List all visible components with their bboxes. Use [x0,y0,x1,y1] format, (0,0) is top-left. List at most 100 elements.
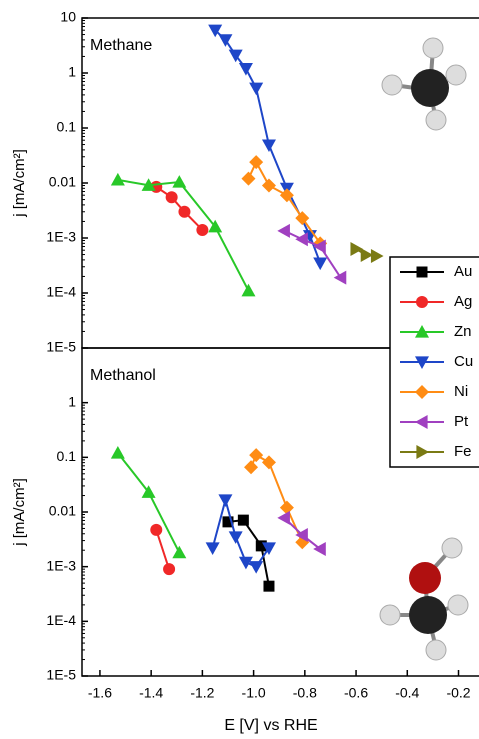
series-line [227,519,270,587]
y-tick-label: 0.01 [49,174,76,190]
marker [172,175,187,188]
series-line [155,186,204,231]
y-tick-label: 0.1 [57,448,77,464]
y-tick-label: 10 [60,9,76,25]
legend: Au Ag Zn Cu Ni Pt Fe [389,256,479,468]
y-tick-label: 1E-4 [46,612,76,628]
series-line [283,229,342,279]
y-tick-label: 1E-3 [46,229,76,245]
marker [165,191,178,204]
series-line [117,452,181,554]
x-tick-label: -1.0 [242,685,266,701]
marker [279,188,294,203]
legend-label: Au [454,263,472,280]
legend-label: Ni [454,383,468,400]
marker [249,561,264,574]
marker [110,172,125,186]
marker [238,63,253,76]
y-tick-label: 1 [68,393,76,409]
y-tick-label: 1E-4 [46,284,76,300]
marker [255,540,267,552]
marker [261,178,276,193]
marker [333,270,347,285]
y-tick-label: 0.01 [49,503,76,519]
marker [277,223,290,238]
marker [249,155,264,170]
marker [295,527,308,542]
methane-molecule [381,37,467,131]
marker [110,446,125,459]
marker [249,448,264,463]
marker [141,178,156,191]
marker [415,356,429,369]
legend-label: Cu [454,353,473,370]
y-tick-label: 0.1 [57,119,77,135]
y-axis-label: j [mA/cm²] [11,149,28,218]
marker [313,542,326,557]
x-tick-label: -1.2 [190,685,214,701]
marker [370,249,384,264]
marker [222,516,234,528]
legend-label: Pt [454,413,469,430]
marker [261,139,276,153]
marker [313,239,326,254]
series-line [117,178,250,292]
x-tick-label: -0.8 [293,685,317,701]
panel-title: Methanol [90,367,156,384]
x-tick-label: -1.4 [139,685,163,701]
marker [261,455,276,470]
panel-title: Methane [90,37,152,54]
series-line [155,529,171,570]
marker [360,248,374,263]
marker [295,211,310,226]
x-tick-label: -0.2 [446,685,470,701]
marker [277,510,290,525]
marker [241,283,256,297]
marker [196,223,209,236]
legend-label: Fe [454,443,472,460]
marker [416,266,428,278]
marker [279,500,294,515]
legend-label: Ag [454,293,472,310]
methanol-molecule [379,537,469,661]
marker [415,385,429,399]
x-axis-label: E [V] vs RHE [224,717,317,734]
marker [416,445,429,459]
y-tick-label: 1 [68,64,76,80]
marker [249,82,264,96]
y-tick-label: 1E-5 [46,339,76,355]
x-tick-label: -0.6 [344,685,368,701]
marker [313,257,328,271]
marker [228,49,243,63]
marker [178,205,191,218]
marker [208,219,223,233]
y-tick-label: 1E-5 [46,667,76,683]
marker [237,514,249,526]
marker [150,523,163,536]
marker [415,325,429,338]
marker [172,545,187,559]
legend-label: Zn [454,323,472,340]
marker [141,485,156,498]
marker [263,580,275,592]
marker [218,34,233,47]
marker [244,460,259,475]
marker [350,242,364,257]
marker [163,563,176,576]
marker [295,232,308,247]
y-tick-label: 1E-3 [46,557,76,573]
marker [416,296,428,308]
x-tick-label: -1.6 [88,685,112,701]
marker [228,531,243,544]
marker [238,556,253,570]
y-axis-label: j [mA/cm²] [11,478,28,547]
marker [261,542,276,555]
marker [241,171,256,186]
series-line [250,453,304,543]
x-tick-label: -0.4 [395,685,419,701]
marker [218,494,233,507]
marker [208,24,223,38]
marker [415,415,428,429]
marker [205,542,220,555]
